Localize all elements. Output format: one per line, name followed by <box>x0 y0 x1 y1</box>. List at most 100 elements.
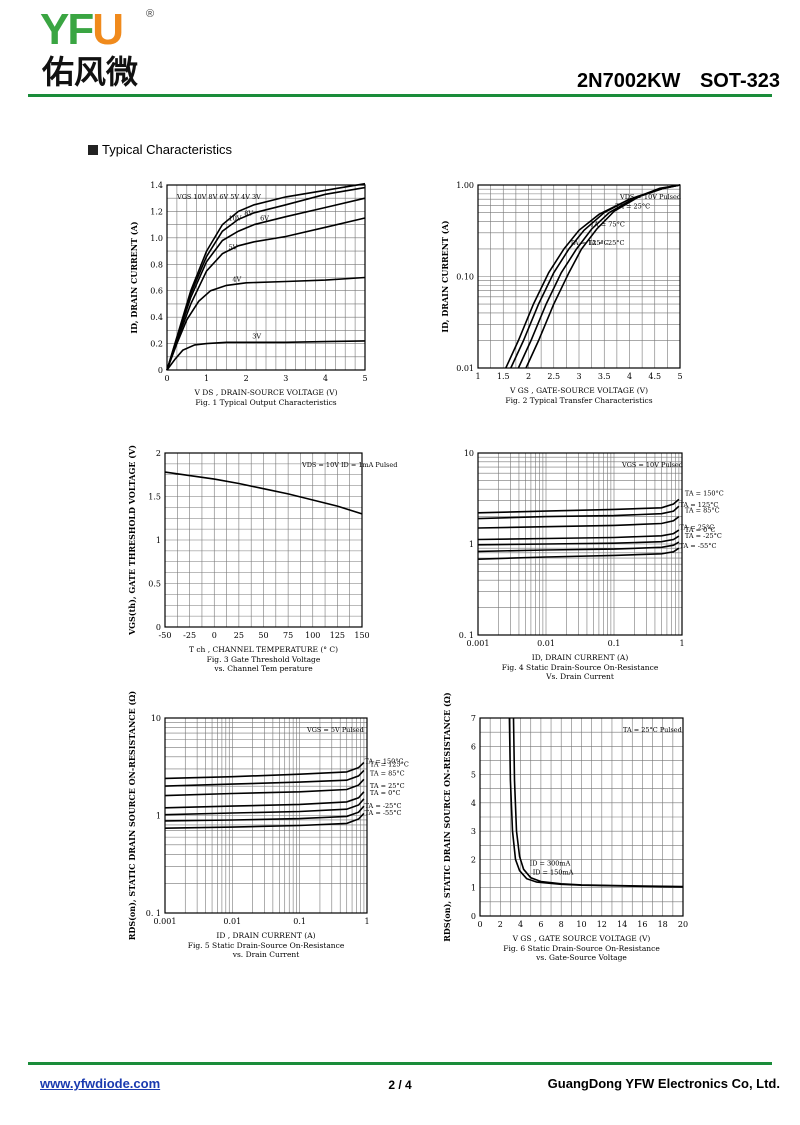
fig6-xtick-label: 2 <box>498 920 503 929</box>
fig1-xtick-label: 3 <box>283 374 288 383</box>
fig1-series-line-3 <box>166 217 366 371</box>
fig5-xtick-label: 0.1 <box>293 917 306 926</box>
fig4-title-line2: Vs. Drain Current <box>545 672 614 681</box>
fig2-group <box>477 184 681 369</box>
fig6-ytick-label: 3 <box>471 827 476 836</box>
fig3-frame <box>164 452 363 628</box>
fig2-annotation: TA = -25°C <box>588 239 625 247</box>
fig6-xtick-label: 6 <box>538 920 543 929</box>
fig4-xtick-label: 0.1 <box>608 639 621 648</box>
header-divider <box>28 94 772 97</box>
fig4-xtick-label: 0.001 <box>467 639 490 648</box>
fig3-xtick-label: 150 <box>354 631 369 640</box>
fig1-ytick-label: 0.8 <box>150 260 163 269</box>
fig6-ytick-label: 1 <box>471 884 476 893</box>
fig6-frame <box>479 717 684 917</box>
fig6-annotation: ID = 150mA <box>533 869 574 877</box>
fig4-ytick-label: 1 <box>469 540 474 549</box>
fig4-ytick-label: 10 <box>464 449 474 458</box>
fig5-ytick-label: 10 <box>151 714 161 723</box>
fig3-title-line2: vs. Channel Tem perature <box>213 664 313 673</box>
fig5-title: Fig. 5 Static Drain-Source On-Resistance <box>188 941 345 950</box>
fig1-ytick-label: 1.4 <box>150 181 163 190</box>
fig5-series-line-2 <box>164 778 365 797</box>
fig4-series-line-3 <box>477 529 680 541</box>
fig1-legend-text: VGS 10V 8V 6V 5V 4V 3V <box>176 193 261 201</box>
fig5-series-line-6 <box>164 812 365 829</box>
footer-website-link[interactable]: www.yfwdiode.com <box>40 1076 161 1091</box>
fig2-xtick-label: 3.5 <box>598 372 611 381</box>
fig4-group <box>477 452 683 636</box>
fig3-xtick-label: 25 <box>234 631 244 640</box>
footer-company: GuangDong YFW Electronics Co, Ltd. <box>547 1076 780 1091</box>
fig4-series-line-0 <box>477 498 680 514</box>
fig4-ytick-label: 0. 1 <box>459 631 474 640</box>
fig1-title: Fig. 1 Typical Output Characteristics <box>195 398 336 407</box>
fig6-ylabel: RDS(on), STATIC DRAIN SOURCE ON-RESISTAN… <box>442 692 452 942</box>
fig1-annotation: 10V <box>228 215 241 223</box>
fig2-xtick-label: 4.5 <box>648 372 661 381</box>
fig5-title-line2: vs. Drain Current <box>232 950 300 959</box>
fig6-ytick-label: 4 <box>471 799 476 808</box>
fig2-annotation: TA = 75°C <box>590 220 625 228</box>
bullet-square-icon <box>88 145 98 155</box>
fig2-legend-text: VDS = 10V Pulsed <box>619 193 681 201</box>
fig6-xlabel: V GS , GATE SOURCE VOLTAGE (V) <box>512 934 651 943</box>
fig1-ytick-label: 1.0 <box>150 234 163 243</box>
fig2-ytick-label: 0.10 <box>456 273 474 282</box>
footer-divider <box>28 1062 772 1065</box>
fig1-series-line-1 <box>166 186 366 371</box>
fig6-xtick-label: 8 <box>559 920 564 929</box>
fig4-xtick-label: 0.01 <box>537 639 555 648</box>
fig6-title: Fig. 6 Static Drain-Source On-Resistance <box>503 944 660 953</box>
fig5-ylabel: RDS(on), STATIC DRAIN SOURCE ON-RESISTAN… <box>127 691 137 941</box>
fig4-xtick-label: 1 <box>679 639 684 648</box>
fig6-xtick-label: 18 <box>658 920 668 929</box>
fig4-xlabel: ID, DRAIN CURRENT (A) <box>532 653 629 662</box>
fig5-annotation: TA = 150°C <box>365 758 404 766</box>
fig5-series-line-4 <box>164 798 365 816</box>
fig5-annotation: TA = 85°C <box>370 769 405 777</box>
fig3-xtick-label: 125 <box>330 631 345 640</box>
fig3-ytick-label: 0 <box>156 623 161 632</box>
fig2-xtick-label: 5 <box>677 372 682 381</box>
fig2-frame <box>477 184 681 369</box>
fig1-ytick-label: 1.2 <box>150 207 163 216</box>
fig5-annotation: TA = 25°C <box>370 782 405 790</box>
fig1-xlabel: V DS , DRAIN-SOURCE VOLTAGE (V) <box>193 388 337 397</box>
fig6-ytick-label: 2 <box>471 855 476 864</box>
fig1-ytick-label: 0.6 <box>150 287 163 296</box>
fig2-annotation: TA = 125°C <box>570 239 609 247</box>
fig5-xtick-label: 1 <box>364 917 369 926</box>
logo-chinese-name: 佑风微 <box>42 53 139 91</box>
fig2-ylabel: ID, DRAIN CURRENT (A) <box>440 220 450 332</box>
fig5-xtick-label: 0.01 <box>223 917 241 926</box>
section-title: Typical Characteristics <box>88 142 232 157</box>
fig5-group <box>164 717 368 914</box>
fig2-xtick-label: 1.5 <box>497 372 510 381</box>
fig1-series-line-2 <box>166 197 366 371</box>
page-number: 2 / 4 <box>388 1078 412 1092</box>
fig3-ytick-label: 0.5 <box>148 580 161 589</box>
fig6-ytick-label: 0 <box>471 912 476 921</box>
fig4-series-line-5 <box>477 541 680 553</box>
registered-mark: ® <box>146 8 155 20</box>
fig3-xtick-label: 75 <box>283 631 293 640</box>
fig4-annotation: TA = 150°C <box>685 489 724 497</box>
fig2-ytick-label: 1.00 <box>456 181 474 190</box>
fig1-annotation: 6V <box>260 215 269 223</box>
fig3-xlabel: T ch , CHANNEL TEMPERATURE (° C) <box>189 645 338 654</box>
fig1-ytick-label: 0.4 <box>150 313 163 322</box>
fig5-annotation: TA = -55°C <box>365 809 402 817</box>
fig1-xtick-label: 0 <box>164 374 169 383</box>
fig4-series-line-2 <box>477 515 680 529</box>
fig1-ytick-label: 0 <box>158 366 163 375</box>
logo-u: U <box>92 5 124 54</box>
logo-yf: YF <box>40 5 94 54</box>
fig3-xtick-label: -50 <box>159 631 172 640</box>
fig2-xlabel: V GS , GATE-SOURCE VOLTAGE (V) <box>509 386 648 395</box>
fig5-series-line-3 <box>164 791 365 809</box>
fig4-legend-text: VGS = 10V Pulsed <box>621 461 683 469</box>
fig4-series-line-4 <box>477 535 680 546</box>
fig5-legend-text: VGS = 5V Pulsed <box>306 726 364 734</box>
